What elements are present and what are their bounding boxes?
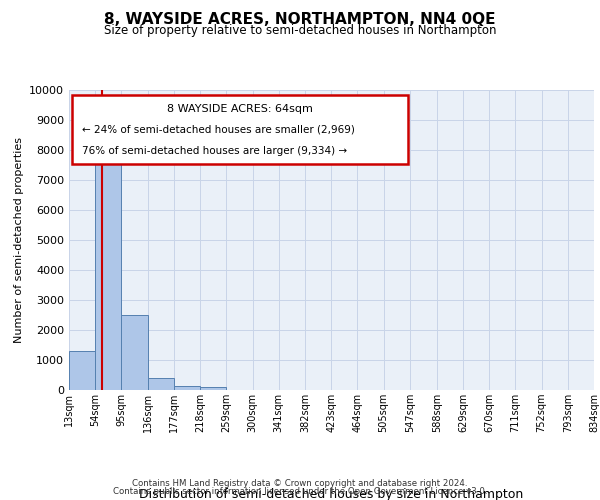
X-axis label: Distribution of semi-detached houses by size in Northampton: Distribution of semi-detached houses by …	[139, 488, 524, 500]
Text: Contains HM Land Registry data © Crown copyright and database right 2024.: Contains HM Land Registry data © Crown c…	[132, 478, 468, 488]
Bar	[69, 350, 95, 390]
Bar	[200, 387, 226, 390]
Y-axis label: Number of semi-detached properties: Number of semi-detached properties	[14, 137, 23, 343]
Bar	[174, 386, 200, 390]
Bar	[121, 315, 148, 390]
Text: 8 WAYSIDE ACRES: 64sqm: 8 WAYSIDE ACRES: 64sqm	[167, 104, 313, 114]
Bar	[95, 150, 121, 390]
Text: Contains public sector information licensed under the Open Government Licence v3: Contains public sector information licen…	[113, 487, 487, 496]
Text: Size of property relative to semi-detached houses in Northampton: Size of property relative to semi-detach…	[104, 24, 496, 37]
Bar	[148, 378, 174, 390]
Text: 8, WAYSIDE ACRES, NORTHAMPTON, NN4 0QE: 8, WAYSIDE ACRES, NORTHAMPTON, NN4 0QE	[104, 12, 496, 28]
Text: ← 24% of semi-detached houses are smaller (2,969): ← 24% of semi-detached houses are smalle…	[82, 124, 355, 134]
Text: 76% of semi-detached houses are larger (9,334) →: 76% of semi-detached houses are larger (…	[82, 146, 347, 156]
FancyBboxPatch shape	[71, 94, 407, 164]
